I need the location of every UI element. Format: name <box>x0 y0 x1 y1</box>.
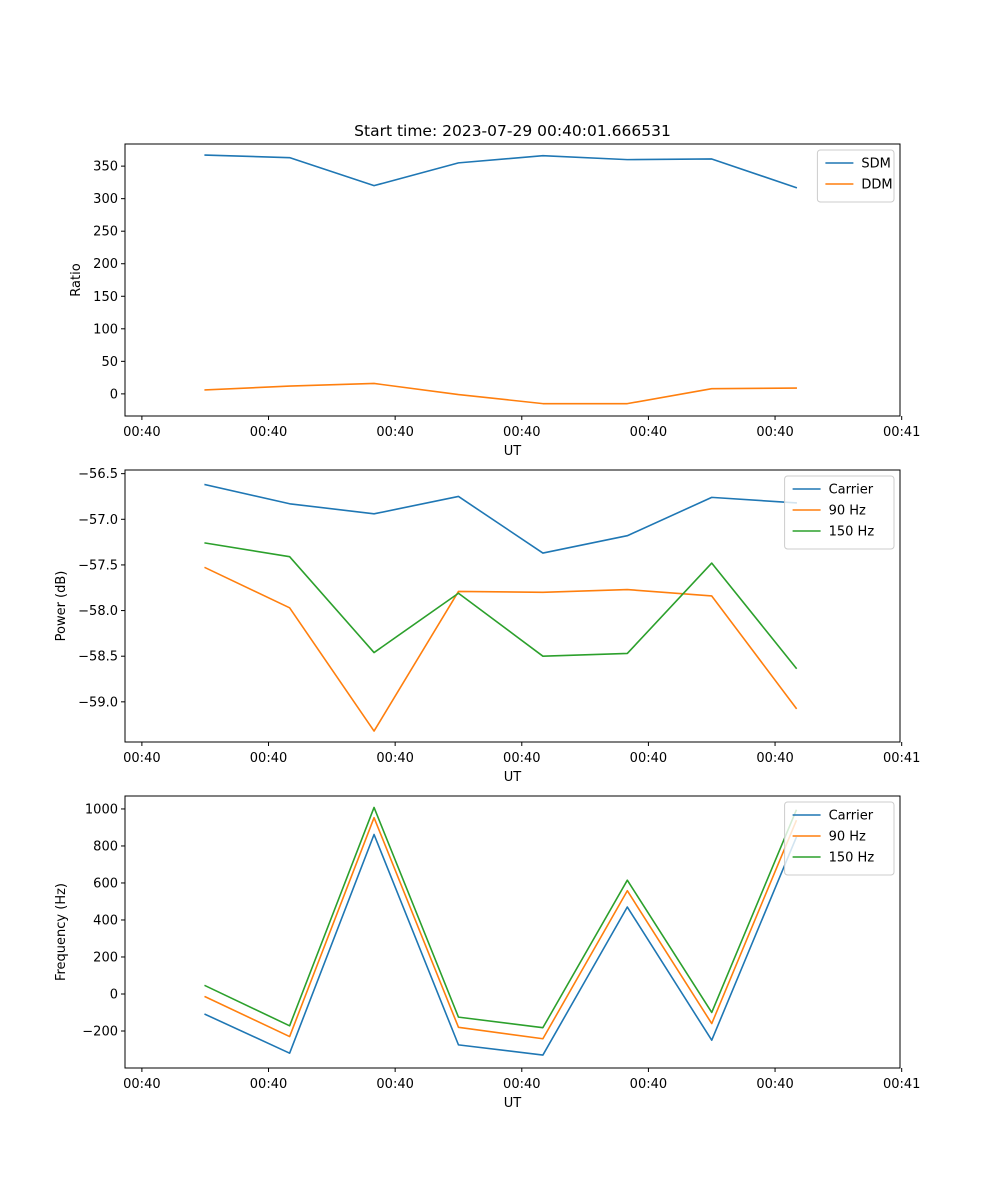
subplot-1-xtick-label: 00:40 <box>250 425 287 440</box>
subplot-1-ytick-label: 300 <box>93 192 118 207</box>
subplot-3-xtick-label: 00:40 <box>630 1077 667 1092</box>
subplot-1-ytick-label: 100 <box>93 322 118 337</box>
subplot-1-xlabel: UT <box>504 444 522 459</box>
subplot-3-ytick-label: −200 <box>82 1024 118 1039</box>
subplot-3-ytick-label: 400 <box>93 913 118 928</box>
subplot-2-ytick-label: −59.0 <box>78 695 118 710</box>
subplot-2-legend-label-90-hz: 90 Hz <box>829 504 866 519</box>
subplot-3-axes-frame <box>124 795 901 1069</box>
subplot-3-xlabel: UT <box>504 1096 522 1111</box>
subplot-1-legend-label-ddm: DDM <box>861 178 892 193</box>
subplot-2-axes-frame <box>124 469 901 743</box>
subplot-3-ylabel: Frequency (Hz) <box>54 883 69 981</box>
subplot-2-legend-label-carrier: Carrier <box>829 483 874 498</box>
subplot-3-ytick-label: 600 <box>93 876 118 891</box>
subplot-1-legend-label-sdm: SDM <box>861 157 890 172</box>
subplot-2-xtick-label: 00:40 <box>756 751 793 766</box>
subplot-1-axes-frame <box>124 143 901 417</box>
subplot-1-legend: SDM DDM <box>816 149 895 203</box>
subplot-2-ytick-label: −56.5 <box>78 467 118 482</box>
subplot-2-legend: Carrier 90 Hz 150 Hz <box>784 475 895 550</box>
subplot-2-ytick-label: −57.0 <box>78 513 118 528</box>
subplot-1-xtick-label: 00:40 <box>756 425 793 440</box>
subplot-3-series-90-hz-line <box>204 816 798 1040</box>
subplot-2-xtick-label: 00:40 <box>503 751 540 766</box>
subplot-1-series-ddm-line <box>204 382 797 405</box>
subplot-2-legend-label-150-hz: 150 Hz <box>829 525 875 540</box>
subplot-1-ytick-label: 0 <box>110 387 118 402</box>
subplot-1-xtick-label: 00:40 <box>503 425 540 440</box>
subplot-1: 0 50 100 150 200 250 300 350 00:40 00:40 00:40 00:4… <box>69 143 920 459</box>
subplot-2-xlabel: UT <box>504 770 522 785</box>
subplot-2-series-150-hz-line <box>204 542 798 670</box>
subplot-2-series-carrier-line <box>204 483 798 554</box>
plots: 0 50 100 150 200 250 300 350 00:40 00:40 00:40 00:4… <box>54 143 920 1111</box>
subplot-3-xtick-label: 00:41 <box>883 1077 920 1092</box>
subplot-3-legend: Carrier 90 Hz 150 Hz <box>784 801 895 876</box>
subplot-3-xtick-label: 00:40 <box>250 1077 287 1092</box>
subplot-1-series-sdm-line <box>204 154 798 189</box>
subplot-2-ytick-label: −57.5 <box>78 558 118 573</box>
subplot-2-ytick-label: −58.5 <box>78 650 118 665</box>
subplot-2: −59.0 −58.5 −58.0 −57.5 −57.0 −56.5 00:40 00:40… <box>54 467 920 785</box>
subplot-3-xtick-label: 00:40 <box>503 1077 540 1092</box>
subplot-3: −200 0 200 400 600 800 1000 00:40 00:40 00:40 00:4… <box>54 795 920 1111</box>
subplot-3-ytick-label: 200 <box>93 950 118 965</box>
subplot-2-ytick-label: −58.0 <box>78 604 118 619</box>
subplot-3-xtick-label: 00:40 <box>376 1077 413 1092</box>
subplot-1-ytick-label: 250 <box>93 225 118 240</box>
subplot-3-legend-label-90-hz: 90 Hz <box>829 830 866 845</box>
figure-title: Start time: 2023-07-29 00:40:01.666531 <box>354 122 671 140</box>
subplot-2-xtick-label: 00:40 <box>123 751 160 766</box>
subplot-2-xtick-label: 00:40 <box>250 751 287 766</box>
subplot-1-ytick-label: 50 <box>101 355 118 370</box>
subplot-1-xtick-label: 00:40 <box>376 425 413 440</box>
subplot-1-ytick-label: 150 <box>93 290 118 305</box>
subplot-3-ytick-label: 0 <box>110 987 118 1002</box>
subplot-1-ytick-label: 200 <box>93 257 118 272</box>
subplot-3-series-150-hz-line <box>204 806 798 1029</box>
subplot-3-ytick-label: 800 <box>93 839 118 854</box>
subplot-3-legend-label-carrier: Carrier <box>829 809 874 824</box>
subplot-3-series-carrier-line <box>204 833 798 1056</box>
subplot-3-xtick-label: 00:40 <box>756 1077 793 1092</box>
subplot-2-ylabel: Power (dB) <box>54 571 69 642</box>
subplot-2-xtick-label: 00:40 <box>630 751 667 766</box>
subplot-1-ylabel: Ratio <box>69 263 84 296</box>
subplot-1-xtick-label: 00:40 <box>123 425 160 440</box>
subplot-2-series-90-hz-line <box>204 566 798 732</box>
subplot-3-xtick-label: 00:40 <box>123 1077 160 1092</box>
subplot-2-xtick-label: 00:40 <box>376 751 413 766</box>
subplot-3-ytick-label: 1000 <box>85 802 118 817</box>
subplot-3-legend-label-150-hz: 150 Hz <box>829 851 875 866</box>
subplot-2-xtick-label: 00:41 <box>883 751 920 766</box>
subplot-1-xtick-label: 00:41 <box>883 425 920 440</box>
subplot-1-xtick-label: 00:40 <box>630 425 667 440</box>
subplot-1-ytick-label: 350 <box>93 160 118 175</box>
